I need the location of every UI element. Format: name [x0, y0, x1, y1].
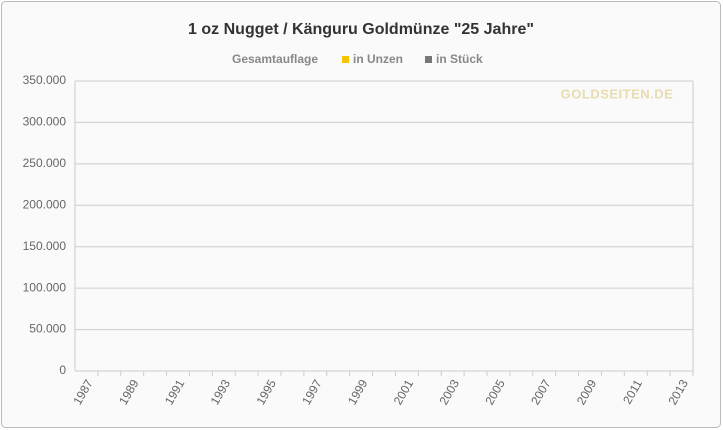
- y-tick-label: 200.000: [23, 197, 67, 211]
- legend-label: in Unzen: [353, 52, 403, 66]
- legend-swatch: [425, 56, 432, 63]
- legend-swatch: [342, 56, 349, 63]
- chart-title: 1 oz Nugget / Känguru Goldmünze "25 Jahr…: [188, 21, 534, 38]
- y-tick-label: 100.000: [23, 280, 67, 294]
- legend-title: Gesamtauflage: [232, 52, 318, 66]
- y-tick-label: 50.000: [29, 322, 66, 336]
- y-tick-label: 150.000: [23, 239, 67, 253]
- legend-label: in Stück: [436, 52, 483, 66]
- y-tick-label: 350.000: [23, 73, 67, 87]
- y-tick-label: 300.000: [23, 115, 67, 129]
- y-tick-label: 250.000: [23, 156, 67, 170]
- y-tick-label: 0: [59, 363, 66, 377]
- watermark: GOLDSEITEN.DE: [561, 86, 674, 101]
